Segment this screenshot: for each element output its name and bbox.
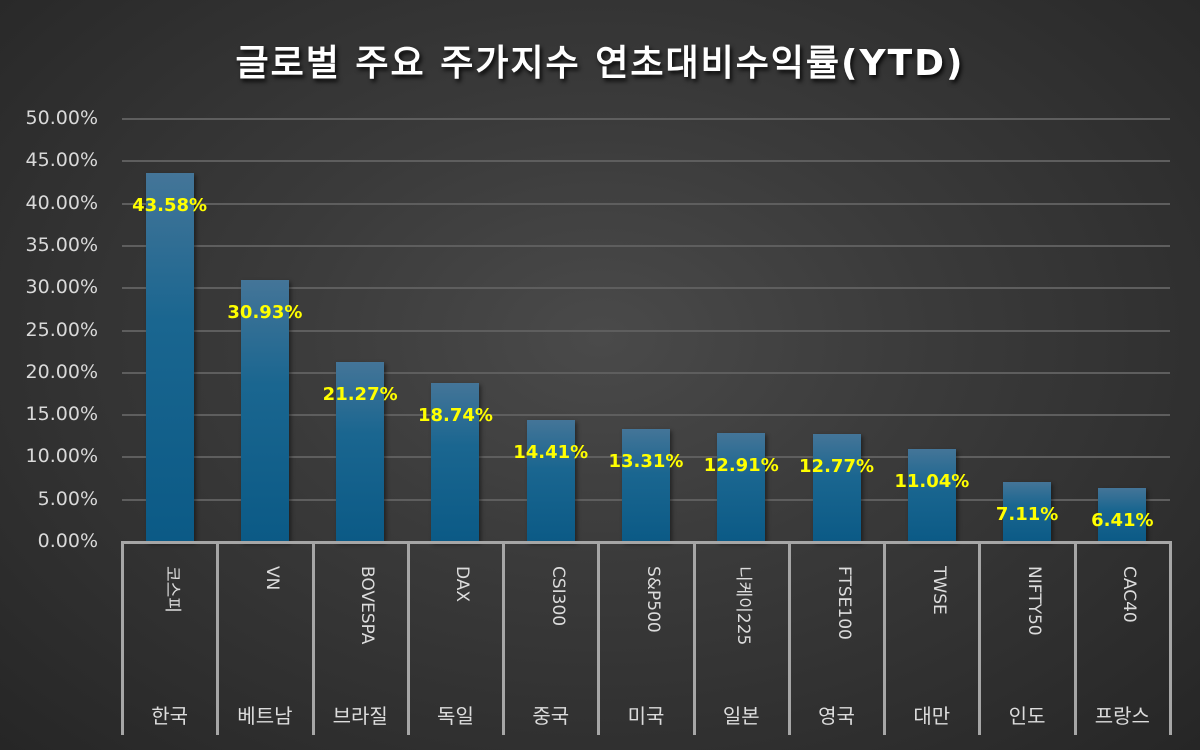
category-divider	[121, 541, 124, 735]
y-axis-tick-label: 20.00%	[25, 360, 98, 383]
index-label: CAC40	[1111, 566, 1141, 716]
category-divider	[406, 541, 410, 735]
country-label: 한국	[151, 704, 189, 728]
country-label: 브라질	[332, 704, 388, 728]
gridline	[122, 244, 1170, 247]
category-divider	[692, 541, 696, 735]
country-label: 독일	[437, 704, 474, 728]
gridline	[122, 371, 1170, 374]
index-label-text: CSI300	[547, 566, 568, 627]
index-label-text: 코스피	[161, 566, 182, 613]
category-divider	[978, 541, 982, 735]
data-label: 12.77%	[799, 455, 875, 477]
data-label: 13.31%	[608, 451, 684, 473]
index-label: DAX	[444, 566, 474, 716]
y-axis-tick-label: 40.00%	[25, 191, 98, 214]
index-label: FTSE100	[826, 566, 856, 716]
bar-대만	[907, 448, 956, 542]
y-axis-tick-label: 35.00%	[25, 233, 98, 256]
y-axis-tick-label: 50.00%	[25, 107, 98, 129]
data-label: 11.04%	[894, 470, 970, 492]
index-label-text: FTSE100	[833, 566, 854, 640]
chart-title: 글로벌 주요 주가지수 연초대비수익률(YTD)	[235, 43, 965, 84]
index-label: NIFTY50	[1016, 566, 1046, 716]
y-axis-tick-label: 15.00%	[25, 403, 98, 426]
category-divider	[1073, 541, 1077, 735]
category-divider	[597, 541, 601, 735]
country-label: 중국	[532, 704, 570, 728]
data-label: 21.27%	[322, 384, 398, 406]
bar-프랑스	[1098, 487, 1147, 542]
bar-미국	[622, 429, 670, 542]
category-divider	[216, 541, 220, 735]
category-divider	[883, 541, 887, 735]
index-label: 코스피	[159, 566, 189, 716]
y-axis-tick-label: 30.00%	[25, 276, 98, 299]
x-axis-line	[122, 541, 1170, 544]
index-label-text: NIFTY50	[1024, 566, 1045, 636]
gridline	[122, 160, 1170, 163]
data-label: 18.74%	[417, 405, 493, 427]
bar-베트남	[240, 280, 289, 542]
bar-브라질	[336, 362, 385, 542]
index-label-text: VN	[261, 566, 282, 591]
y-axis-tick-label: 25.00%	[25, 318, 98, 341]
category-divider	[787, 541, 791, 735]
index-label: TWSE	[921, 566, 951, 716]
gridline	[122, 202, 1170, 205]
y-axis-tick-label: 10.00%	[25, 445, 98, 468]
index-label: BOVESPA	[349, 566, 379, 716]
gridline	[122, 287, 1170, 290]
y-axis-tick-label: 0.00%	[37, 530, 98, 552]
bar-독일	[431, 383, 480, 542]
index-label: 니케이225	[730, 566, 760, 716]
index-label-text: 니케이225	[733, 566, 754, 646]
bar-중국	[526, 420, 575, 542]
gridline	[122, 118, 1170, 120]
index-label-text: DAX	[452, 566, 473, 603]
bar-일본	[717, 432, 766, 542]
index-label-text: S&P500	[643, 566, 663, 633]
country-label: 베트남	[237, 704, 293, 728]
data-label: 43.58%	[132, 195, 208, 217]
data-label: 7.11%	[995, 503, 1059, 525]
category-divider	[502, 541, 506, 735]
index-label-text: TWSE	[928, 566, 949, 615]
index-label-text: CAC40	[1119, 566, 1140, 623]
y-axis-tick-label: 5.00%	[37, 487, 98, 510]
data-label: 6.41%	[1091, 509, 1154, 531]
bar-한국	[145, 173, 194, 542]
category-divider	[1169, 541, 1172, 735]
data-label: 14.41%	[513, 442, 589, 464]
gridline	[122, 329, 1170, 332]
country-label: 대만	[913, 704, 951, 728]
country-label: 프랑스	[1094, 704, 1150, 728]
index-label-text: BOVESPA	[357, 566, 378, 645]
gridline	[122, 414, 1170, 417]
country-label: 일본	[722, 704, 760, 728]
data-label: 30.93%	[227, 302, 303, 324]
country-label: 미국	[627, 704, 665, 728]
index-label: VN	[254, 566, 284, 716]
country-label: 영국	[818, 704, 855, 728]
index-label: S&P500	[635, 566, 665, 716]
bar-인도	[1003, 481, 1052, 542]
country-label: 인도	[1008, 704, 1046, 728]
index-label: CSI300	[540, 566, 570, 716]
category-divider	[311, 541, 315, 735]
y-axis-tick-label: 45.00%	[25, 149, 98, 172]
bar-영국	[812, 433, 861, 542]
data-label: 12.91%	[703, 454, 779, 476]
